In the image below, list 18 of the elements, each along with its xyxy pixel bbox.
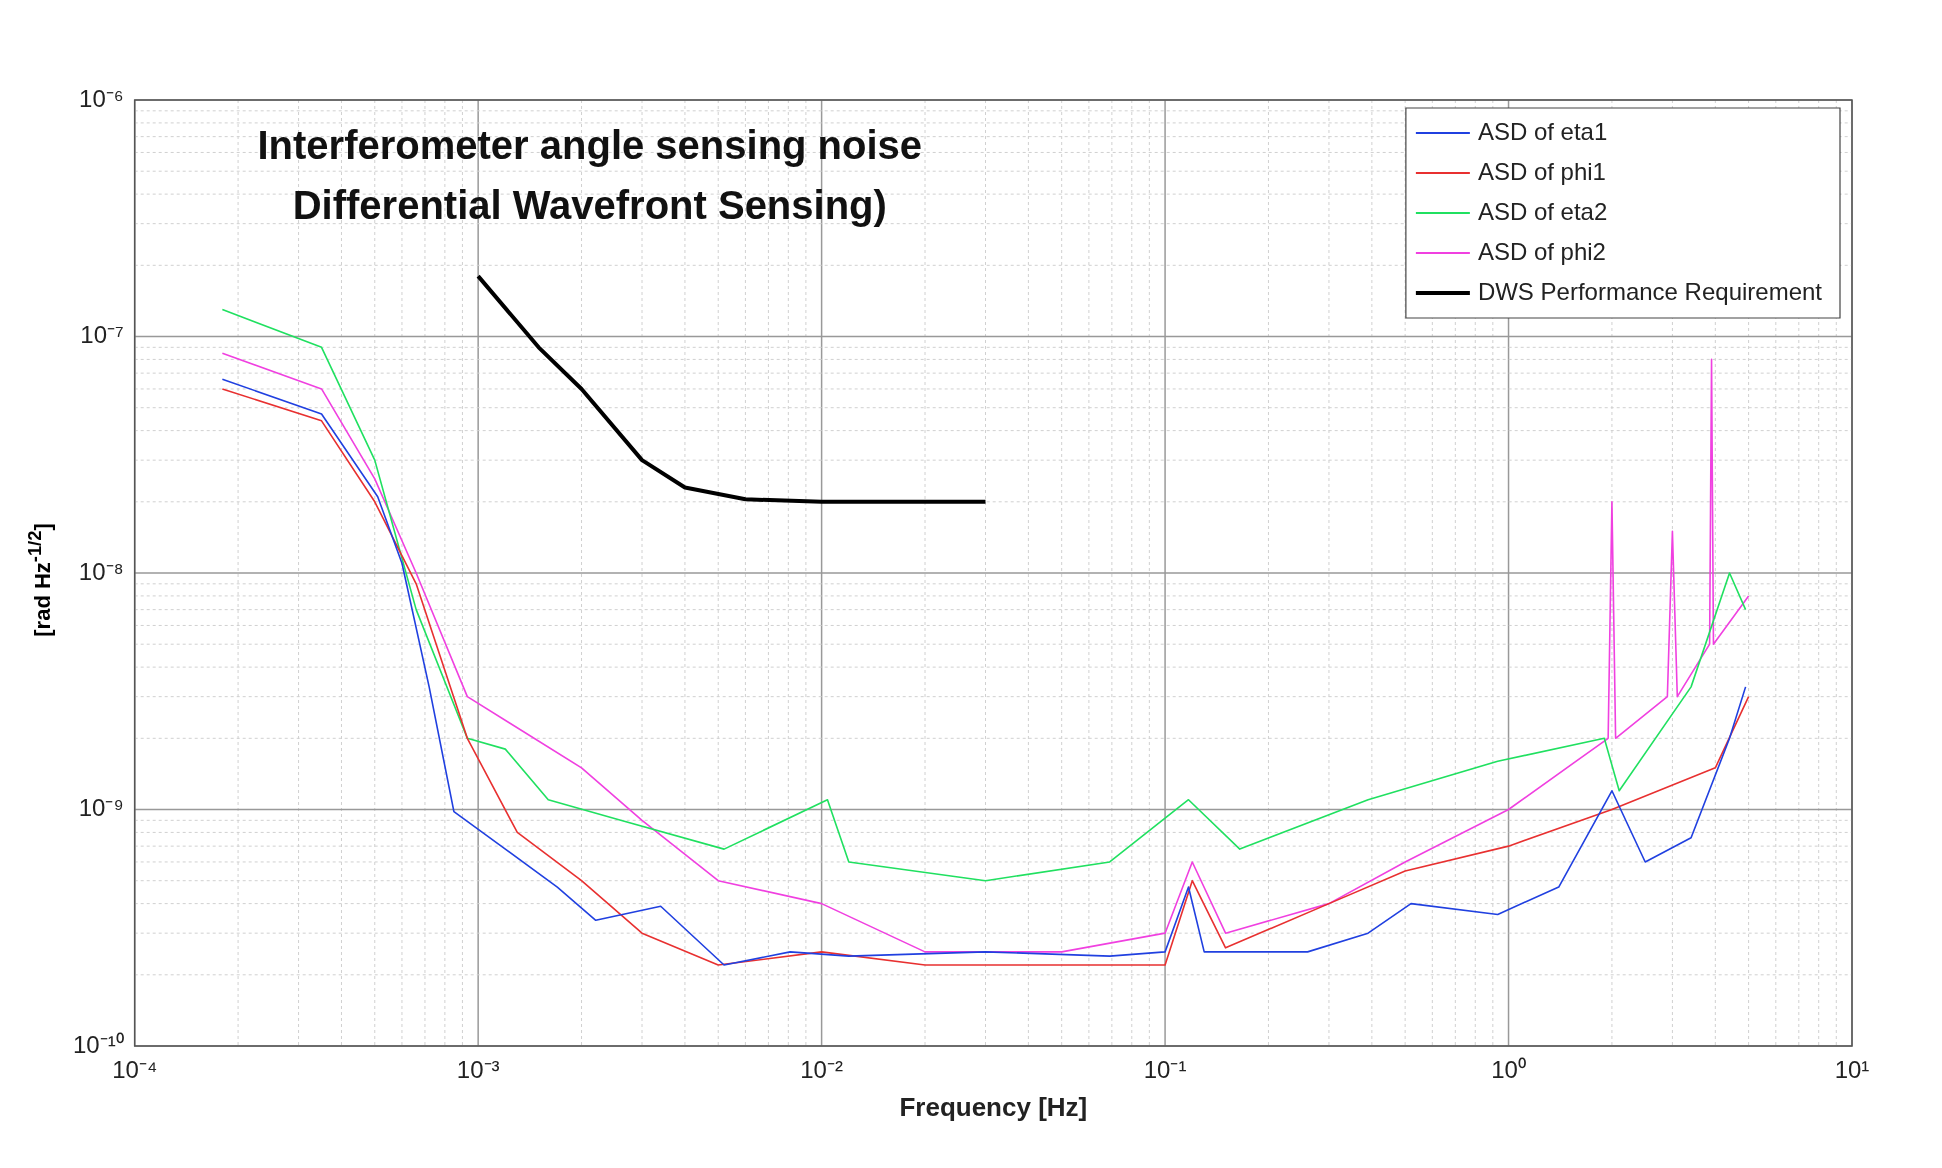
x-tick-label: 10⁻³ <box>456 1056 500 1084</box>
text: Interferometer angle sensing noise Differential Wavefront Sensing) <box>257 123 923 228</box>
x-tick-label: 10⁻⁴ <box>112 1056 158 1084</box>
x-tick-label: 10⁻¹ <box>1143 1056 1187 1084</box>
x-tick-label: 10⁰ <box>1491 1056 1526 1084</box>
legend-label: ASD of phi2 <box>1477 237 1606 265</box>
x-tick-label: 10¹ <box>1834 1056 1870 1084</box>
y-tick-label: 10⁻¹⁰ <box>73 1030 124 1058</box>
legend-label: ASD of eta1 <box>1477 117 1608 145</box>
y-tick-label: 10⁻⁶ <box>79 84 124 112</box>
y-tick-label: 10⁻⁸ <box>78 557 124 585</box>
y-tick-label: 10⁻⁷ <box>80 321 124 349</box>
legend-label: DWS Performance Requirement <box>1477 277 1823 305</box>
x-tick-label: 10⁻² <box>800 1056 843 1084</box>
legend-label: ASD of phi1 <box>1477 157 1606 185</box>
legend-label: ASD of eta2 <box>1477 197 1608 225</box>
y-tick-label: 10⁻⁹ <box>78 794 124 822</box>
x-axis-title: Frequency [Hz] <box>899 1091 1088 1122</box>
